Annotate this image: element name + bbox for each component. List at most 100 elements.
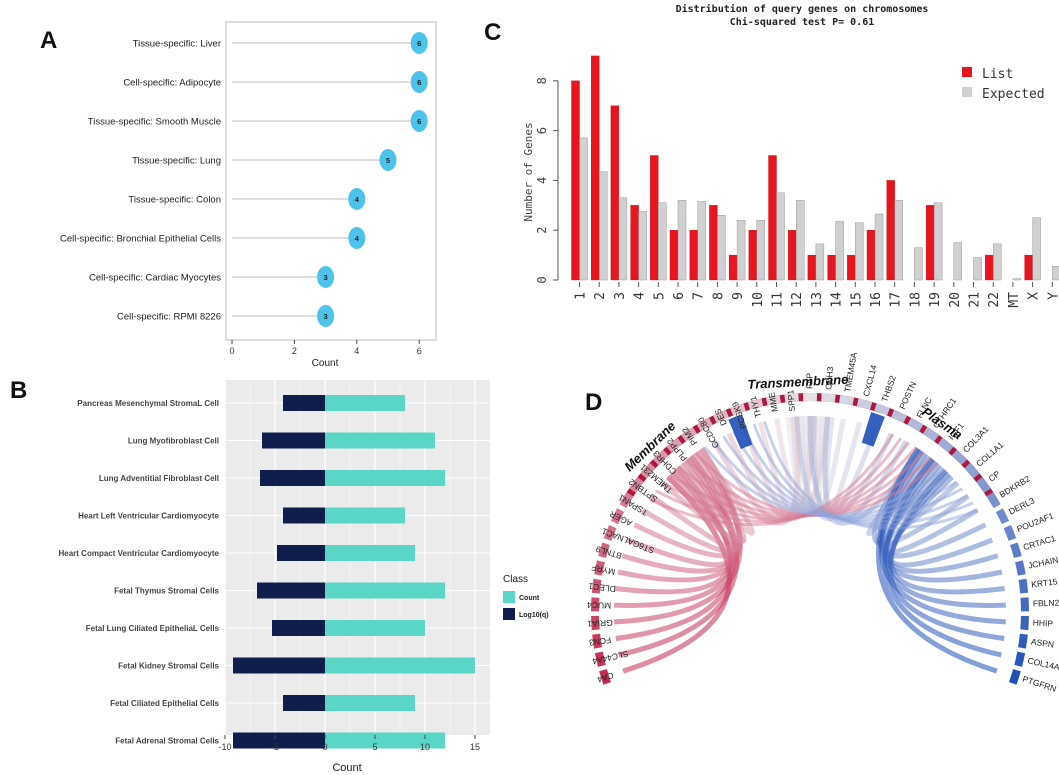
panel-b-bar-count	[325, 470, 445, 486]
panel-c-bar-list	[807, 254, 817, 281]
panel-c-bar-list	[827, 254, 836, 281]
panel-d-gene-arc	[1010, 542, 1022, 559]
panel-d-gene-arc	[986, 492, 1001, 509]
panel-b-bar-log10q	[272, 620, 325, 636]
panel-d-gene-arc	[976, 476, 991, 493]
panel-b-category-label: Fetal Kidney Stromal Cells	[118, 662, 219, 671]
panel-d-gene-arc	[1018, 633, 1028, 649]
panel-b: B Pancreas Mesenchymal StromaL Cell Lung …	[10, 377, 549, 774]
panel-c-bar-list	[847, 254, 856, 281]
panel-b-category-label: Fetal Adrenal Stromal Cells	[115, 737, 219, 746]
panel-b-bar-count	[325, 432, 435, 449]
panel-d-gene-arc	[747, 398, 764, 410]
panel-a-dot	[348, 188, 366, 210]
panel-d-gene-arc	[839, 395, 855, 406]
panel-d-gene-arc	[591, 615, 600, 631]
panel-c-bar-expected	[717, 215, 726, 281]
panel-c-bar-expected	[618, 197, 628, 281]
panel-b-bar-log10q	[233, 732, 325, 749]
panel-c-x-tick-label: 3	[613, 292, 628, 300]
panel-c-bar-expected	[1032, 217, 1041, 281]
panel-d-chord	[626, 472, 734, 568]
panel-d-chord	[763, 420, 979, 530]
panel-a: A Tissue-specific: Liver Cell-specific: A…	[40, 21, 437, 369]
panel-d-accent-arc	[728, 414, 753, 450]
panel-d-chord	[617, 449, 742, 583]
panel-b-bar-log10q	[262, 432, 325, 449]
panel-b-bar-count	[325, 507, 405, 524]
panel-c-bar-list	[866, 230, 876, 281]
panel-d-gene-arc	[681, 427, 698, 442]
panel-c-title: Distribution of query genes on chromosom…	[676, 3, 929, 15]
panel-d-gene-arc	[964, 462, 980, 479]
panel-c-y-tick-label: 0	[535, 276, 549, 283]
panel-b-x-tick-label: 10	[420, 742, 430, 752]
panel-c-bar-expected	[1052, 266, 1059, 281]
panel-d-gene-arc	[856, 398, 873, 410]
panel-d-gene-arc	[619, 492, 634, 509]
panel-d-gene-arc	[598, 542, 610, 559]
panel-c-bar-expected	[697, 201, 706, 281]
panel-d-gene-label: DERL3	[1007, 495, 1036, 516]
panel-d-gene-label: CA4	[596, 670, 615, 685]
panel-d-gene-label: FCN3	[588, 635, 612, 648]
panel-c-bar-list	[1024, 254, 1033, 281]
panel-c-x-tick-label: 2	[593, 292, 608, 300]
panel-c-bar-list	[610, 105, 620, 281]
panel-a-category-label: Cell-specific: Adipocyte	[123, 78, 221, 89]
panel-b-bar-log10q	[257, 582, 325, 599]
panel-c-bar-list	[571, 80, 580, 281]
panel-c-bar-expected	[776, 192, 785, 281]
panel-c-bar-expected	[835, 221, 844, 281]
panel-b-x-tick-label: -5	[271, 742, 279, 752]
panel-d-gene-arc	[594, 651, 606, 667]
panel-d-gene-arc	[922, 427, 939, 442]
panel-c-bar-list	[591, 55, 600, 281]
panel-d-gene-label: MYRF	[591, 562, 617, 577]
panel-d-gene-arc	[599, 669, 611, 685]
panel-a-dot	[379, 149, 397, 171]
panel-d-gene-arc	[696, 417, 713, 432]
panel-c-x-tick-label: 6	[672, 292, 687, 300]
panel-d-gene-arc	[802, 393, 818, 402]
panel-d-gene-label: DLEC1	[588, 581, 617, 594]
panel-c-bar-list	[709, 205, 718, 281]
panel-c-bar-list	[650, 155, 659, 281]
panel-d-gene-label: PTGFRN	[1021, 674, 1057, 694]
panel-c-bar-list	[748, 230, 757, 281]
panel-a-category-label: Tissue-specific: Liver	[133, 39, 221, 50]
panel-d-gene-arc	[594, 560, 605, 576]
panel-b-category-label: Heart Compact Ventricular Cardiomyocyte	[59, 549, 220, 558]
panel-a-dot-value: 6	[417, 39, 421, 48]
panel-d-gene-arc	[713, 409, 729, 423]
panel-d-gene-arc	[592, 633, 602, 649]
panel-c-bar-expected	[1012, 278, 1022, 281]
panel-c-x-tick-label: 10	[751, 292, 766, 308]
panel-c-x-tick-label: X	[1027, 292, 1042, 300]
panel-b-bar-count	[325, 395, 405, 411]
panel-c-x-tick-label: 12	[790, 292, 805, 308]
panel-c-bar-expected	[914, 247, 923, 281]
panel-c-bar-expected	[756, 220, 765, 281]
panel-d-gene-arc	[591, 597, 600, 612]
panel-d-gene-label: MME	[766, 391, 779, 413]
panel-c-x-tick-label: Y	[1046, 292, 1059, 300]
panel-a-dot	[410, 71, 428, 93]
panel-b-bar-count	[325, 620, 425, 636]
panel-a-frame	[225, 21, 437, 341]
panel-d-gene-arc	[629, 476, 644, 493]
panel-c-y-axis-label: Number of Genes	[522, 122, 535, 221]
panel-b-x-tick-label: -10	[218, 742, 231, 752]
panel-d-gene-arc	[730, 403, 746, 416]
panel-c-x-tick-label: 14	[830, 292, 845, 308]
panel-c-x-tick-label: 15	[849, 292, 864, 308]
panel-a-dot	[317, 266, 335, 288]
panel-c-legend-label-list: List	[982, 67, 1013, 82]
panel-d-chord	[876, 447, 998, 674]
panel-d-gene-arc	[874, 403, 890, 416]
panel-d-gene-label: SPP1	[785, 389, 797, 412]
panel-d-gene-label: MUC4	[587, 600, 612, 611]
panel-b-bar-log10q	[283, 695, 325, 711]
panel-c-x-tick-label: 13	[810, 292, 825, 308]
panel-c-x-tick-label: 21	[968, 292, 983, 308]
